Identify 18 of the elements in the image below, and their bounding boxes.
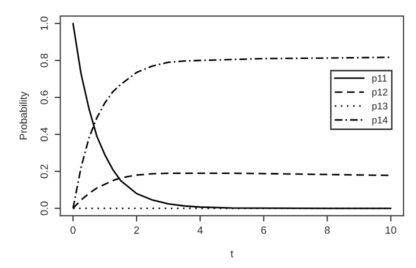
y-tick-label: 0.0	[40, 202, 48, 216]
legend-label: p12	[372, 88, 388, 98]
x-tick-label: 2	[134, 226, 139, 234]
legend-label: p14	[372, 116, 388, 126]
y-tick-label: 0.2	[40, 164, 48, 178]
x-axis-title: t	[230, 250, 234, 258]
x-tick-label: 6	[261, 226, 266, 234]
y-axis-title: Probability	[19, 92, 30, 140]
y-tick-label: 0.8	[40, 54, 48, 68]
legend-label: p11	[372, 74, 387, 84]
x-tick-label: 0	[70, 226, 76, 234]
y-tick-label: 1.0	[40, 16, 48, 30]
x-tick-label: 10	[386, 226, 396, 234]
legend-label: p13	[372, 102, 388, 112]
y-tick-label: 0.6	[40, 90, 48, 104]
x-tick-label: 4	[197, 226, 203, 234]
y-tick-label: 0.4	[40, 127, 48, 142]
x-tick-label: 8	[324, 226, 330, 234]
